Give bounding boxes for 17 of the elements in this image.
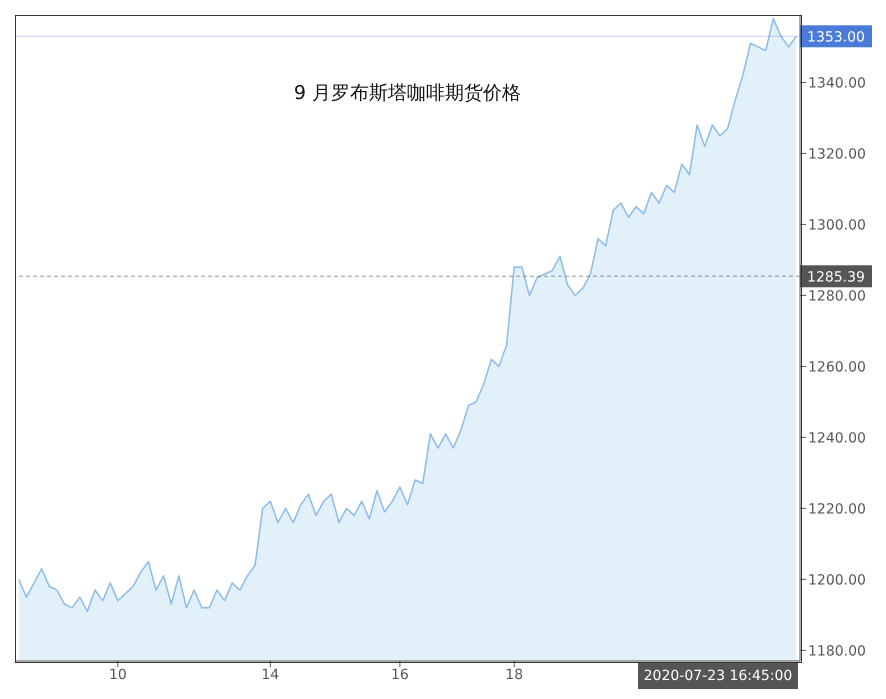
y-tick-label: 1240.00: [808, 430, 866, 446]
text: 9 月罗布斯塔咖啡期货价格: [292, 81, 522, 106]
x-tick-label: 14: [261, 666, 280, 683]
y-tick-label: 1220.00: [808, 501, 866, 518]
y-tick-label: 1200.00: [808, 572, 866, 588]
y-tick-label: 1300.00: [808, 217, 866, 234]
text: 2020-07-23 16:45:00: [638, 663, 798, 689]
y-tick-label: 1260.00: [808, 359, 866, 376]
x-tick-label: 10: [108, 666, 127, 683]
ref-line-label: 1285.39: [807, 269, 865, 286]
y-tick-label: 1340.00: [808, 75, 866, 92]
ref-line-label: 1353.00: [807, 29, 865, 46]
y-tick-label: 1180.00: [808, 643, 866, 660]
y-tick-label: 1320.00: [808, 146, 866, 162]
x-tick-label: 18: [505, 666, 524, 683]
x-tick-label: 16: [390, 666, 409, 683]
y-tick-label: 1280.00: [808, 288, 866, 304]
